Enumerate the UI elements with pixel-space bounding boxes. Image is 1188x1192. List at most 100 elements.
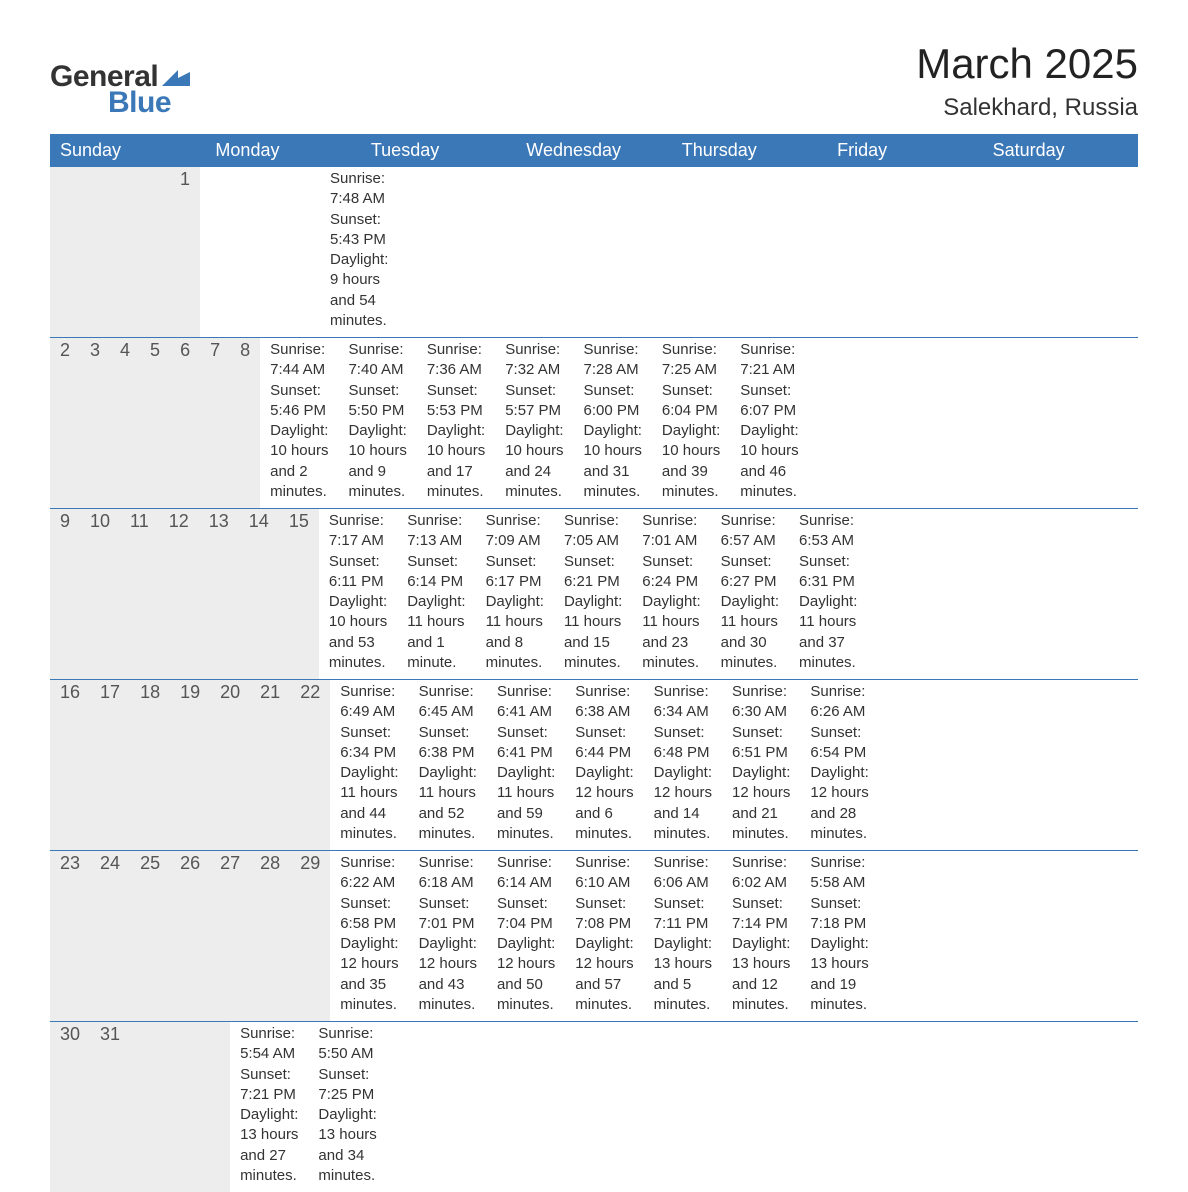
- daylight-line: Daylight: 12 hours and 14 minutes.: [654, 763, 712, 844]
- day-cell: Sunrise: 6:45 AMSunset: 6:38 PMDaylight:…: [409, 680, 487, 850]
- day-number: 17: [90, 680, 130, 850]
- day-body-row: Sunrise: 7:44 AMSunset: 5:46 PMDaylight:…: [260, 338, 809, 508]
- sunrise-line: Sunrise: 6:10 AM: [575, 853, 633, 894]
- day-cell: [387, 1022, 407, 1192]
- daylight-line: Daylight: 11 hours and 44 minutes.: [340, 763, 398, 844]
- day-number: 19: [170, 680, 210, 850]
- sunrise-line: Sunrise: 6:30 AM: [732, 682, 790, 723]
- calendar: SundayMondayTuesdayWednesdayThursdayFrid…: [50, 134, 1138, 1192]
- sunrise-line: Sunrise: 7:32 AM: [505, 340, 563, 381]
- daylight-line: Daylight: 10 hours and 9 minutes.: [348, 421, 406, 502]
- daylight-line: Daylight: 10 hours and 46 minutes.: [740, 421, 798, 502]
- day-body-row: Sunrise: 7:48 AMSunset: 5:43 PMDaylight:…: [200, 167, 398, 337]
- day-cell: Sunrise: 6:18 AMSunset: 7:01 PMDaylight:…: [409, 851, 487, 1021]
- day-number: 15: [279, 509, 319, 679]
- daylight-line: Daylight: 11 hours and 1 minute.: [407, 592, 465, 673]
- sunrise-line: Sunrise: 6:53 AM: [799, 511, 857, 552]
- daylight-line: Daylight: 13 hours and 27 minutes.: [240, 1105, 298, 1186]
- day-cell: Sunrise: 7:09 AMSunset: 6:17 PMDaylight:…: [476, 509, 554, 679]
- sunset-line: Sunset: 6:38 PM: [419, 723, 477, 764]
- sunrise-line: Sunrise: 7:21 AM: [740, 340, 798, 381]
- sunrise-line: Sunrise: 5:50 AM: [318, 1024, 376, 1065]
- sunrise-line: Sunrise: 7:44 AM: [270, 340, 328, 381]
- day-header: Tuesday: [361, 134, 516, 167]
- day-number: 16: [50, 680, 90, 850]
- day-number: 3: [80, 338, 110, 508]
- day-number: 10: [80, 509, 120, 679]
- day-number: 4: [110, 338, 140, 508]
- day-number: 24: [90, 851, 130, 1021]
- sunset-line: Sunset: 6:27 PM: [721, 552, 779, 593]
- day-number: [130, 167, 150, 337]
- day-cell: Sunrise: 5:58 AMSunset: 7:18 PMDaylight:…: [800, 851, 878, 1021]
- day-cell: Sunrise: 5:54 AMSunset: 7:21 PMDaylight:…: [230, 1022, 308, 1192]
- sunrise-line: Sunrise: 7:48 AM: [330, 169, 388, 210]
- day-number-row: 23242526272829: [50, 851, 330, 1021]
- sunrise-line: Sunrise: 7:13 AM: [407, 511, 465, 552]
- sunset-line: Sunset: 7:08 PM: [575, 894, 633, 935]
- day-number: 7: [200, 338, 230, 508]
- day-number: 12: [159, 509, 199, 679]
- day-cell: [220, 167, 240, 337]
- day-number: [90, 167, 110, 337]
- daylight-line: Daylight: 10 hours and 39 minutes.: [662, 421, 720, 502]
- day-number: 30: [50, 1022, 90, 1192]
- sunrise-line: Sunrise: 6:41 AM: [497, 682, 555, 723]
- day-cell: Sunrise: 6:53 AMSunset: 6:31 PMDaylight:…: [789, 509, 867, 679]
- day-number-row: 9101112131415: [50, 509, 319, 679]
- sunrise-line: Sunrise: 6:38 AM: [575, 682, 633, 723]
- sunrise-line: Sunrise: 6:18 AM: [419, 853, 477, 894]
- day-header: Saturday: [983, 134, 1138, 167]
- daylight-line: Daylight: 11 hours and 37 minutes.: [799, 592, 857, 673]
- day-number: 31: [90, 1022, 130, 1192]
- day-number: 29: [290, 851, 330, 1021]
- sunset-line: Sunset: 6:44 PM: [575, 723, 633, 764]
- day-number: [110, 167, 130, 337]
- week-row: 3031 Sunrise: 5:54 AMSunset: 7:21 PMDayli…: [50, 1022, 1138, 1192]
- day-number-row: 1: [50, 167, 200, 337]
- day-number: [210, 1022, 230, 1192]
- day-cell: Sunrise: 6:26 AMSunset: 6:54 PMDaylight:…: [800, 680, 878, 850]
- day-cell: Sunrise: 7:21 AMSunset: 6:07 PMDaylight:…: [730, 338, 808, 508]
- sunset-line: Sunset: 7:18 PM: [810, 894, 868, 935]
- day-number: [70, 167, 90, 337]
- day-number: [170, 1022, 190, 1192]
- day-number: 20: [210, 680, 250, 850]
- header: General Blue March 2025 Salekhard, Russi…: [50, 40, 1138, 122]
- daylight-line: Daylight: 12 hours and 28 minutes.: [810, 763, 868, 844]
- day-number: 5: [140, 338, 170, 508]
- day-number: 9: [50, 509, 80, 679]
- month-title: March 2025: [916, 40, 1138, 88]
- daylight-line: Daylight: 11 hours and 23 minutes.: [642, 592, 700, 673]
- daylight-line: Daylight: 10 hours and 53 minutes.: [329, 592, 387, 673]
- daylight-line: Daylight: 13 hours and 5 minutes.: [654, 934, 712, 1015]
- sunset-line: Sunset: 6:07 PM: [740, 381, 798, 422]
- logo: General Blue: [50, 40, 190, 120]
- day-cell: Sunrise: 7:44 AMSunset: 5:46 PMDaylight:…: [260, 338, 338, 508]
- daylight-line: Daylight: 10 hours and 2 minutes.: [270, 421, 328, 502]
- day-cell: Sunrise: 6:10 AMSunset: 7:08 PMDaylight:…: [565, 851, 643, 1021]
- daylight-line: Daylight: 13 hours and 34 minutes.: [318, 1105, 376, 1186]
- sunset-line: Sunset: 5:53 PM: [427, 381, 485, 422]
- sunset-line: Sunset: 6:58 PM: [340, 894, 398, 935]
- day-cell: Sunrise: 6:41 AMSunset: 6:41 PMDaylight:…: [487, 680, 565, 850]
- day-header: Friday: [827, 134, 982, 167]
- day-cell: Sunrise: 7:28 AMSunset: 6:00 PMDaylight:…: [574, 338, 652, 508]
- day-cell: Sunrise: 6:14 AMSunset: 7:04 PMDaylight:…: [487, 851, 565, 1021]
- day-cell: Sunrise: 7:48 AMSunset: 5:43 PMDaylight:…: [320, 167, 398, 337]
- day-cell: [467, 1022, 487, 1192]
- day-cell: Sunrise: 6:02 AMSunset: 7:14 PMDaylight:…: [722, 851, 800, 1021]
- sunset-line: Sunset: 7:01 PM: [419, 894, 477, 935]
- day-cell: Sunrise: 7:13 AMSunset: 6:14 PMDaylight:…: [397, 509, 475, 679]
- sunset-line: Sunset: 6:17 PM: [486, 552, 544, 593]
- sunset-line: Sunset: 6:51 PM: [732, 723, 790, 764]
- sunrise-line: Sunrise: 7:36 AM: [427, 340, 485, 381]
- day-header: Monday: [205, 134, 360, 167]
- day-header: Sunday: [50, 134, 205, 167]
- sunrise-line: Sunrise: 6:06 AM: [654, 853, 712, 894]
- day-number: 14: [239, 509, 279, 679]
- sunrise-line: Sunrise: 6:22 AM: [340, 853, 398, 894]
- sunrise-line: Sunrise: 6:14 AM: [497, 853, 555, 894]
- day-cell: Sunrise: 7:25 AMSunset: 6:04 PMDaylight:…: [652, 338, 730, 508]
- daylight-line: Daylight: 11 hours and 30 minutes.: [721, 592, 779, 673]
